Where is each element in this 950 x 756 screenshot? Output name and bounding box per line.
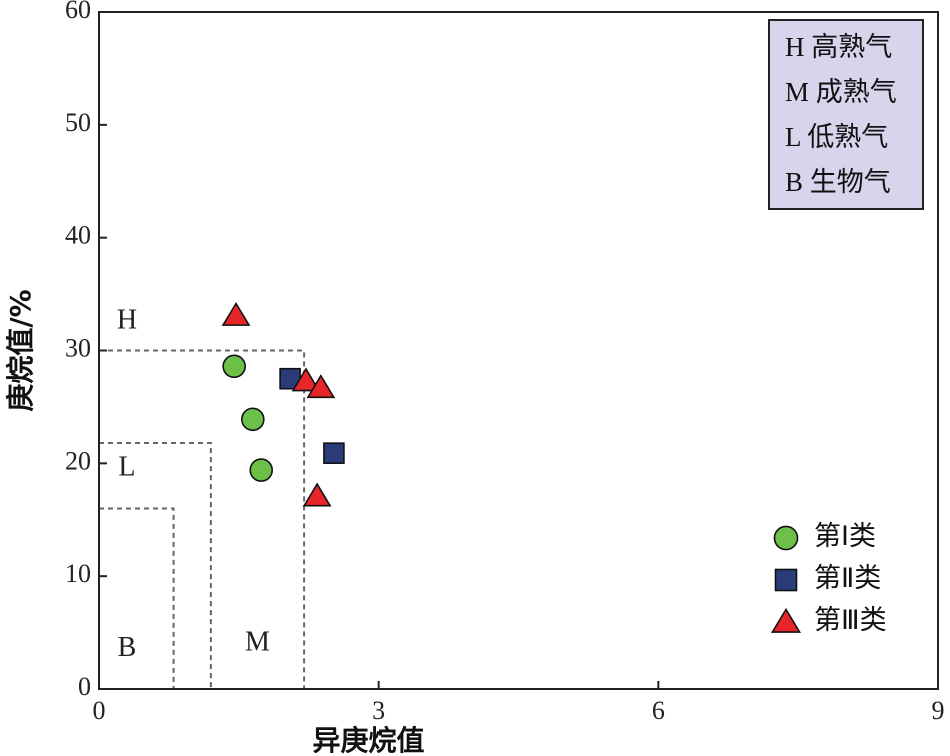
data-point-circle bbox=[249, 458, 274, 482]
data-point-square bbox=[323, 442, 345, 464]
zone-label-m: M bbox=[245, 626, 270, 657]
axes: 0 3 6 9 0 10 20 30 40 50 60 异庚烷值 庚烷值/% bbox=[4, 0, 945, 756]
y-tick-label: 10 bbox=[65, 559, 91, 588]
data-point-triangle bbox=[291, 367, 321, 392]
data-point-circle bbox=[241, 407, 265, 432]
zone-boundary-b bbox=[99, 507, 175, 689]
x-tick-label: 9 bbox=[932, 696, 945, 725]
key-box-item-l: L 低熟气 bbox=[785, 122, 888, 152]
data-points bbox=[221, 301, 345, 507]
legend-label: 第Ⅱ类 bbox=[814, 563, 881, 593]
key-box-item-m: M 成熟气 bbox=[785, 77, 897, 107]
zone-label-h: H bbox=[117, 305, 137, 336]
y-tick-label: 60 bbox=[65, 0, 91, 24]
y-tick-label: 0 bbox=[78, 672, 91, 701]
legend-label: 第Ⅰ类 bbox=[814, 521, 876, 551]
data-point-triangle bbox=[306, 374, 336, 399]
data-point-triangle bbox=[221, 301, 251, 326]
x-tick-label: 0 bbox=[93, 696, 106, 725]
y-axis-label: 庚烷值/% bbox=[4, 289, 37, 411]
y-tick-label: 50 bbox=[65, 108, 91, 137]
legend-marker-square bbox=[774, 568, 798, 592]
zone-boundaries: H L B M bbox=[99, 305, 306, 689]
key-box-background bbox=[768, 19, 924, 210]
legend-label: 第Ⅲ类 bbox=[814, 605, 887, 635]
x-axis-label: 异庚烷值 bbox=[312, 724, 424, 756]
y-tick-label: 40 bbox=[65, 221, 91, 250]
key-box-item-b: B 生物气 bbox=[785, 167, 891, 197]
x-tick-label: 3 bbox=[372, 696, 385, 725]
legend-marker-circle bbox=[773, 525, 799, 551]
y-tick-label: 20 bbox=[65, 446, 91, 475]
zone-label-b: B bbox=[118, 632, 137, 663]
data-point-triangle bbox=[302, 482, 332, 507]
zone-boundary-l bbox=[99, 442, 212, 689]
zone-label-l: L bbox=[118, 451, 135, 482]
data-point-circle bbox=[222, 354, 246, 379]
x-tick-label: 6 bbox=[652, 696, 665, 725]
key-box-item-h: H 高熟气 bbox=[785, 32, 892, 62]
legend-marker-triangle bbox=[770, 607, 802, 633]
zone-key-box: H 高熟气 M 成熟气 L 低熟气 B 生物气 bbox=[768, 19, 924, 210]
y-tick-label: 30 bbox=[65, 333, 91, 362]
